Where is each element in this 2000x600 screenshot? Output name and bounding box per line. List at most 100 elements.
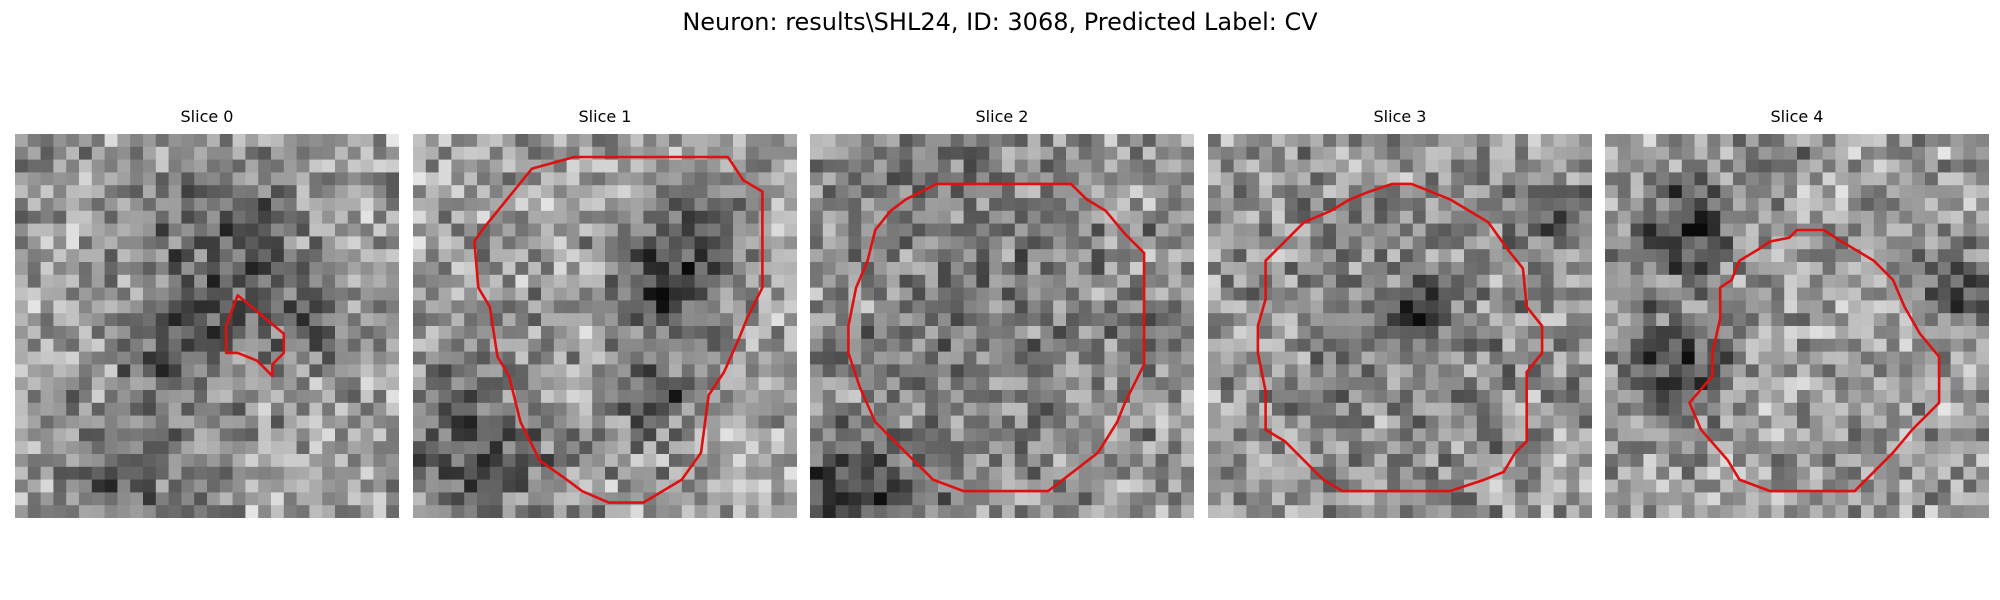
pixel — [66, 300, 79, 313]
pixel — [541, 505, 554, 518]
pixel — [361, 492, 374, 505]
pixel — [1951, 352, 1964, 365]
pixel — [1298, 416, 1311, 429]
pixel — [567, 326, 580, 339]
pixel — [130, 160, 143, 173]
pixel — [1092, 236, 1105, 249]
pixel — [1669, 492, 1682, 505]
pixel — [631, 236, 644, 249]
pixel — [1362, 288, 1375, 301]
pixel — [1502, 428, 1515, 441]
pixel — [1221, 352, 1234, 365]
pixel — [1733, 172, 1746, 185]
pixel — [810, 441, 823, 454]
pixel — [15, 224, 28, 237]
pixel — [1066, 313, 1079, 326]
pixel — [887, 236, 900, 249]
pixel — [194, 403, 207, 416]
pixel — [541, 428, 554, 441]
pixel — [1707, 147, 1720, 160]
pixel — [1631, 236, 1644, 249]
pixel — [618, 313, 631, 326]
pixel — [1040, 364, 1053, 377]
pixel — [720, 198, 733, 211]
pixel — [1130, 467, 1143, 480]
pixel — [1976, 172, 1989, 185]
pixel — [836, 172, 849, 185]
pixel — [1656, 300, 1669, 313]
pixel — [605, 211, 618, 224]
pixel — [874, 454, 887, 467]
pixel — [297, 428, 310, 441]
pixel — [579, 364, 592, 377]
pixel — [284, 288, 297, 301]
pixel — [386, 288, 399, 301]
pixel — [143, 313, 156, 326]
pixel — [1387, 211, 1400, 224]
pixel — [1156, 224, 1169, 237]
pixel — [1951, 492, 1964, 505]
pixel — [1181, 377, 1194, 390]
pixel — [284, 211, 297, 224]
pixel — [1759, 441, 1772, 454]
pixel — [720, 288, 733, 301]
pixel — [105, 467, 118, 480]
pixel — [15, 160, 28, 173]
pixel — [1951, 275, 1964, 288]
pixel — [1387, 134, 1400, 147]
pixel — [1566, 364, 1579, 377]
pixel — [1387, 403, 1400, 416]
pixel — [28, 313, 41, 326]
pixel — [207, 454, 220, 467]
pixel — [1079, 288, 1092, 301]
pixel — [848, 185, 861, 198]
pixel — [1605, 326, 1618, 339]
pixel — [207, 288, 220, 301]
pixel — [1566, 160, 1579, 173]
pixel — [528, 300, 541, 313]
pixel — [169, 134, 182, 147]
pixel — [258, 428, 271, 441]
pixel — [1336, 364, 1349, 377]
pixel — [1695, 224, 1708, 237]
pixel — [1682, 300, 1695, 313]
pixel — [784, 390, 797, 403]
pixel — [361, 211, 374, 224]
pixel — [1374, 428, 1387, 441]
pixel — [1168, 172, 1181, 185]
pixel — [348, 262, 361, 275]
pixel — [105, 262, 118, 275]
pixel — [1310, 364, 1323, 377]
pixel — [1221, 403, 1234, 416]
pixel — [233, 454, 246, 467]
pixel — [373, 403, 386, 416]
pixel — [1784, 428, 1797, 441]
pixel — [1015, 505, 1028, 518]
pixel — [439, 275, 452, 288]
pixel — [1810, 492, 1823, 505]
pixel — [130, 147, 143, 160]
pixel — [284, 172, 297, 185]
pixel — [1002, 300, 1015, 313]
pixel — [1861, 352, 1874, 365]
pixel — [1234, 249, 1247, 262]
pixel — [386, 390, 399, 403]
pixel — [1413, 352, 1426, 365]
pixel — [592, 390, 605, 403]
pixel — [836, 480, 849, 493]
pixel — [271, 492, 284, 505]
pixel — [567, 454, 580, 467]
pixel — [1092, 467, 1105, 480]
pixel — [1938, 249, 1951, 262]
pixel — [1579, 160, 1592, 173]
pixel — [348, 505, 361, 518]
pixel — [15, 172, 28, 185]
pixel — [1079, 300, 1092, 313]
pixel — [618, 185, 631, 198]
pixel — [938, 390, 951, 403]
pixel — [1874, 416, 1887, 429]
pixel — [1759, 300, 1772, 313]
pixel — [28, 134, 41, 147]
pixel — [105, 172, 118, 185]
pixel — [579, 236, 592, 249]
